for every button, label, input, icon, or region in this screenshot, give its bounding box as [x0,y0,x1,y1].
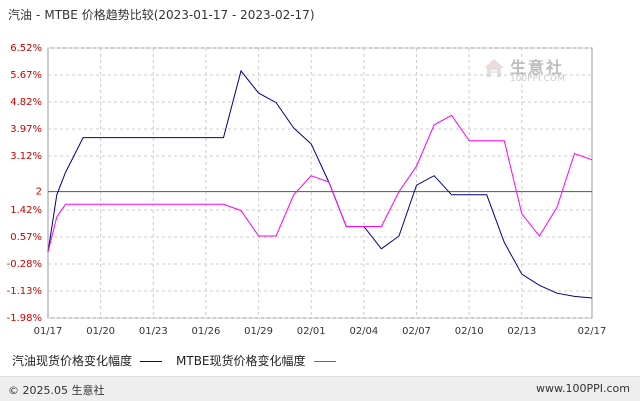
y-tick-label: 6.52% [10,43,42,54]
x-tick-label: 01/20 [86,326,115,337]
y-tick-label: 3.12% [10,151,42,162]
x-tick-label: 02/04 [349,326,378,337]
y-tick-label: 3.97% [10,124,42,135]
footer-site-link[interactable]: www.100PPI.com [536,382,630,395]
y-tick-label: -1.13% [7,286,42,297]
y-tick-label: -1.98% [7,313,42,324]
series-line-gasoline [47,69,593,299]
series-line-mtbe [47,114,593,253]
y-tick-label: 0.57% [10,232,42,243]
y-tick-label: 4.82% [10,97,42,108]
chart-title: 汽油 - MTBE 价格趋势比较(2023-01-17 - 2023-02-17) [8,6,315,23]
x-tick-label: 01/23 [139,326,168,337]
x-tick-label: 02/07 [402,326,431,337]
legend-swatch-gasoline [140,361,163,362]
y-tick-label: 2 [36,187,42,198]
x-tick-label: 01/26 [192,326,221,337]
x-tick-label: 02/17 [578,326,607,337]
title-label: 价格趋势比较 [81,8,154,22]
y-tick-label: 1.42% [10,205,42,216]
title-compare: MTBE [44,8,78,22]
x-tick-label: 01/17 [34,326,63,337]
line-chart: 6.52% 5.67% 4.82% 3.97% 3.12% 2 1.42% 0.57% -0.2… [7,43,607,337]
house-logo-icon [484,59,504,77]
x-tick-label: 02/01 [297,326,326,337]
title-separator: - [36,8,41,22]
chart-legend: 汽油现货价格变化幅度 MTBE现货价格变化幅度 [12,352,350,369]
title-range: (2023-01-17 - 2023-02-17) [153,8,315,22]
legend-label-mtbe: MTBE现货价格变化幅度 [176,354,306,368]
legend-swatch-mtbe [313,361,336,362]
footer-copyright: © 2025.05 生意社 [8,384,105,397]
footer-bar: © 2025.05 生意社 www.100PPI.com [0,376,640,401]
watermark: 生意社 100PPI.COM [480,52,580,92]
watermark-sub: 100PPI.COM [510,74,565,84]
y-tick-label: -0.28% [7,259,42,270]
x-tick-label: 02/10 [455,326,484,337]
y-tick-label: 5.67% [10,70,42,81]
x-tick-label: 02/13 [507,326,536,337]
x-tick-label: 01/29 [244,326,273,337]
legend-label-gasoline: 汽油现货价格变化幅度 [12,354,133,368]
title-product: 汽油 [8,8,33,22]
watermark-text: 生意社 [510,58,565,77]
